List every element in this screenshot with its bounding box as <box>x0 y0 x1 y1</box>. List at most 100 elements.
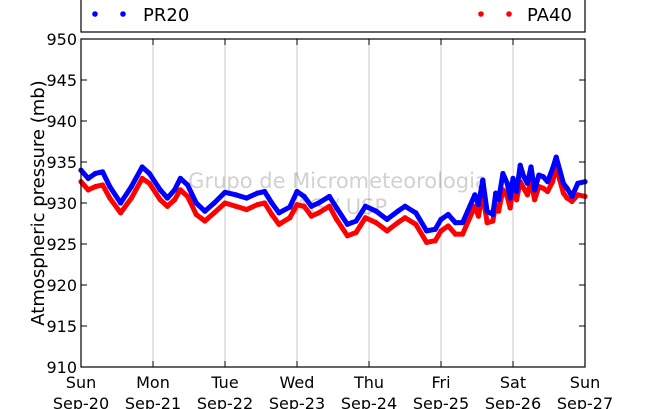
y-tick-label-3: 925 <box>46 235 77 254</box>
data-point-pr20-38 <box>413 210 419 216</box>
data-point-pr20-7 <box>139 164 145 170</box>
data-point-pa40-2 <box>92 184 98 190</box>
data-point-pa40-28 <box>316 210 322 216</box>
x-tick-date-7: Sep-27 <box>557 394 613 409</box>
series-pr20 <box>78 154 588 234</box>
data-point-pa40-1 <box>85 187 91 193</box>
data-point-pa40-11 <box>172 197 178 203</box>
data-point-pr20-67 <box>553 154 559 160</box>
data-point-pr20-39 <box>424 228 430 234</box>
data-point-pr20-58 <box>517 162 523 168</box>
data-point-pa40-60 <box>524 192 531 198</box>
data-point-pr20-40 <box>432 226 438 232</box>
data-point-pr20-5 <box>118 200 124 206</box>
data-point-pr20-22 <box>269 200 275 206</box>
data-point-pa40-72 <box>575 192 581 198</box>
data-point-pr20-31 <box>344 221 350 227</box>
data-point-pr20-34 <box>373 208 379 214</box>
legend-items: PR20 PA40 <box>92 5 572 26</box>
legend-marker-pr20-a <box>92 11 98 17</box>
data-point-pa40-37 <box>402 215 408 221</box>
data-point-pr20-24 <box>287 204 293 210</box>
y-tick-label-8: 950 <box>46 30 77 49</box>
x-tick-date-0: Sep-20 <box>53 394 109 409</box>
y-tick-label-0: 910 <box>46 358 77 377</box>
y-tick-label-1: 915 <box>46 317 77 336</box>
data-point-pa40-40 <box>432 238 438 244</box>
data-point-pr20-11 <box>172 187 178 193</box>
data-point-pr20-30 <box>334 205 340 211</box>
data-point-pa40-34 <box>373 220 379 226</box>
data-point-pa40-4 <box>107 195 113 201</box>
data-point-pa40-64 <box>540 185 546 191</box>
data-point-pr20-2 <box>92 170 98 177</box>
data-point-pa40-7 <box>139 175 145 181</box>
data-point-pr20-64 <box>540 174 546 180</box>
data-point-pr20-37 <box>402 203 408 209</box>
data-point-pa40-52 <box>496 208 502 214</box>
data-point-pr20-72 <box>575 180 581 186</box>
y-tick-label-2: 920 <box>46 276 77 295</box>
data-point-pa40-16 <box>211 210 217 216</box>
data-point-pa40-42 <box>445 223 451 229</box>
x-tick-date-6: Sep-26 <box>485 394 541 409</box>
grid-lines <box>152 39 514 367</box>
data-point-pr20-25 <box>294 188 300 195</box>
data-point-pr20-53 <box>500 170 506 177</box>
data-point-pr20-27 <box>308 203 314 209</box>
data-point-pa40-15 <box>202 218 208 224</box>
x-tick-date-1: Sep-21 <box>125 394 181 409</box>
data-point-pa40-44 <box>460 231 466 237</box>
data-point-pa40-35 <box>384 228 390 234</box>
data-point-pr20-63 <box>536 172 542 178</box>
data-point-pr20-32 <box>353 218 359 224</box>
data-point-pr20-47 <box>475 202 482 208</box>
x-tick-weekday-1: Mon <box>136 373 170 392</box>
data-point-pr20-15 <box>202 208 208 214</box>
legend-marker-pa40-b <box>506 11 512 17</box>
data-point-pa40-66 <box>550 179 556 185</box>
data-point-pa40-21 <box>262 200 268 206</box>
x-axis: Sun Sep-20 Mon Sep-21 Tue Sep-22 Wed Sep-23 Thu S… <box>53 39 613 409</box>
x-tick-weekday-2: Tue <box>210 373 238 392</box>
y-tick-label-4: 930 <box>46 194 77 213</box>
legend-marker-pr20-b <box>120 11 126 17</box>
data-point-pa40-30 <box>334 216 340 222</box>
data-point-pr20-14 <box>193 200 199 206</box>
data-point-pr20-8 <box>146 170 152 177</box>
data-point-pr20-62 <box>532 187 538 193</box>
data-point-pa40-43 <box>452 231 458 237</box>
data-point-pr20-55 <box>507 195 513 201</box>
data-point-pa40-69 <box>560 190 567 196</box>
data-point-pr20-68 <box>557 167 563 173</box>
data-point-pr20-61 <box>528 164 534 170</box>
data-point-pa40-65 <box>544 188 551 195</box>
x-tick-weekday-4: Thu <box>353 373 384 392</box>
data-point-pa40-27 <box>308 213 314 219</box>
data-point-pa40-55 <box>507 205 513 211</box>
data-point-pr20-70 <box>564 185 570 191</box>
data-point-pa40-6 <box>128 195 134 201</box>
data-point-pa40-29 <box>326 203 332 209</box>
data-point-pr20-43 <box>452 220 458 226</box>
data-point-pa40-10 <box>164 203 170 209</box>
data-point-pr20-65 <box>544 179 551 185</box>
y-axis-label: Atmospheric pressure (mb) <box>28 80 49 325</box>
data-point-pr20-41 <box>438 216 444 222</box>
data-point-pa40-22 <box>269 211 275 218</box>
y-tick-label-7: 945 <box>46 71 77 90</box>
x-tick-weekday-0: Sun <box>66 373 96 392</box>
x-tick-weekday-7: Sun <box>570 373 600 392</box>
x-tick-weekday-5: Fri <box>431 373 450 392</box>
data-point-pr20-48 <box>480 177 486 183</box>
data-point-pa40-3 <box>100 182 106 188</box>
data-point-pr20-3 <box>100 169 106 175</box>
data-point-pa40-49 <box>484 220 490 226</box>
data-point-pa40-32 <box>353 229 359 236</box>
watermark-line-1: Grupo de Micrometeorologia <box>188 169 488 193</box>
data-point-pa40-59 <box>521 185 527 191</box>
data-point-pa40-14 <box>193 211 199 218</box>
data-point-pa40-31 <box>344 233 350 239</box>
data-point-pr20-60 <box>524 180 531 186</box>
